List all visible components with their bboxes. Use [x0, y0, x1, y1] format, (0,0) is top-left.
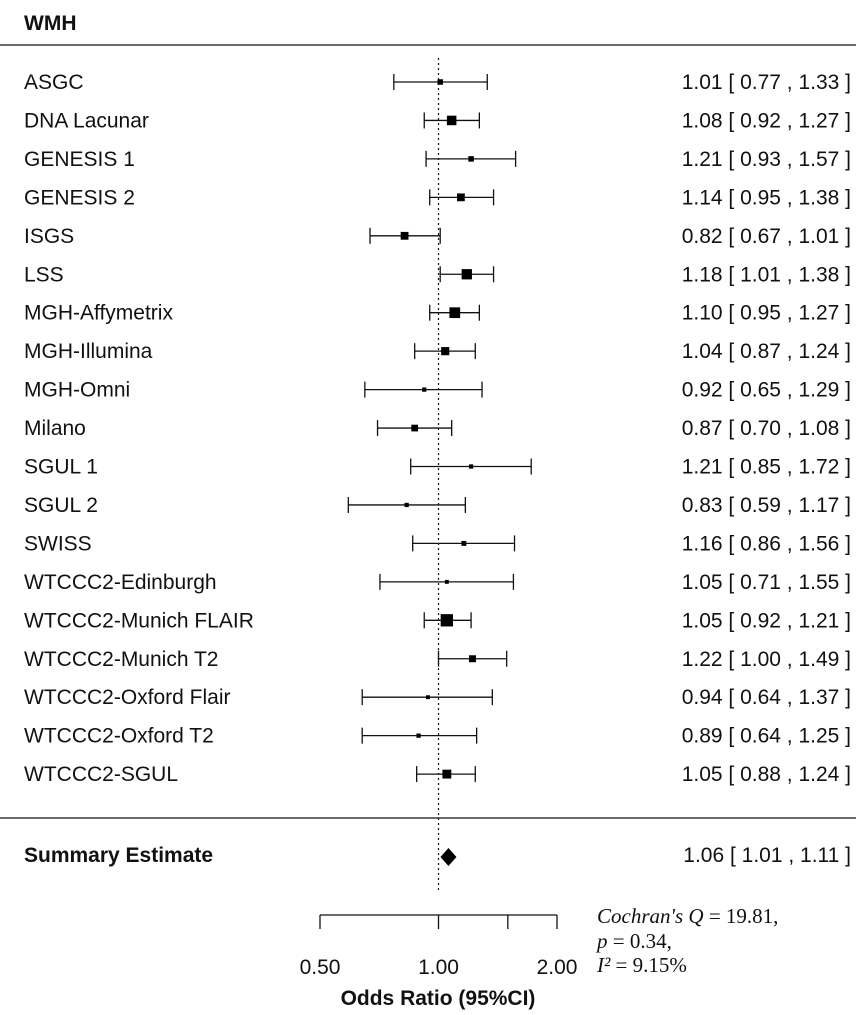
- point-estimate-square: [422, 387, 427, 392]
- point-estimate-square: [441, 347, 450, 356]
- study-label: MGH-Affymetrix: [24, 302, 173, 325]
- p-value-line: p = 0.34,: [595, 929, 672, 953]
- study-row: DNA Lacunar 1.08 [ 0.92 , 1.27 ]: [24, 109, 851, 132]
- study-row: WTCCC2-Munich FLAIR 1.05 [ 0.92 , 1.21 ]: [24, 609, 851, 632]
- ci-text: 0.82 [ 0.67 , 1.01 ]: [682, 225, 851, 248]
- ci-text: 1.16 [ 0.86 , 1.56 ]: [682, 532, 851, 555]
- study-label: WTCCC2-Oxford Flair: [24, 686, 231, 709]
- x-tick-label: 2.00: [537, 956, 578, 979]
- study-row: MGH-Illumina 1.04 [ 0.87 , 1.24 ]: [24, 340, 851, 363]
- cochran-q-value: = 19.81,: [709, 904, 779, 928]
- point-estimate-square: [461, 540, 467, 546]
- study-label: SGUL 1: [24, 456, 98, 479]
- point-estimate-square: [425, 695, 430, 700]
- ci-text: 1.18 [ 1.01 , 1.38 ]: [682, 263, 851, 286]
- ci-text: 1.04 [ 0.87 , 1.24 ]: [682, 340, 851, 363]
- ci-text: 1.21 [ 0.85 , 1.72 ]: [682, 456, 851, 479]
- i2-label: I²: [596, 953, 611, 977]
- point-estimate-square: [440, 614, 453, 627]
- summary-row: Summary Estimate 1.06 [ 1.01 , 1.11 ]: [24, 844, 851, 867]
- study-row: WTCCC2-Edinburgh 1.05 [ 0.71 , 1.55 ]: [24, 571, 851, 594]
- cochran-q-label: Cochran's Q: [597, 904, 704, 928]
- point-estimate-square: [457, 193, 465, 202]
- ci-text: 0.89 [ 0.64 , 1.25 ]: [682, 725, 851, 748]
- point-estimate-square: [411, 424, 419, 432]
- i2-value: = 9.15%: [616, 953, 687, 977]
- study-row: LSS 1.18 [ 1.01 , 1.38 ]: [24, 263, 851, 286]
- chart-title: WMH: [24, 12, 76, 35]
- study-row: WTCCC2-Munich T2 1.22 [ 1.00 , 1.49 ]: [24, 648, 851, 671]
- study-label: DNA Lacunar: [24, 109, 149, 132]
- study-label: ISGS: [24, 225, 74, 248]
- study-label: SWISS: [24, 532, 92, 555]
- point-estimate-square: [446, 115, 457, 126]
- point-estimate-square: [437, 79, 443, 85]
- study-row: SGUL 1 1.21 [ 0.85 , 1.72 ]: [24, 456, 851, 479]
- p-value: = 0.34,: [613, 929, 672, 953]
- study-row: WTCCC2-SGUL 1.05 [ 0.88 , 1.24 ]: [24, 763, 851, 786]
- heterogeneity-stats: Cochran's Q = 19.81, p = 0.34, I² = 9.15…: [595, 904, 778, 977]
- p-label: p: [595, 929, 608, 953]
- i2-line: I² = 9.15%: [596, 953, 687, 977]
- study-label: GENESIS 1: [24, 148, 135, 171]
- ci-text: 1.14 [ 0.95 , 1.38 ]: [682, 186, 851, 209]
- study-row: SWISS 1.16 [ 0.86 , 1.56 ]: [24, 532, 851, 555]
- point-estimate-square: [461, 269, 472, 280]
- study-label: SGUL 2: [24, 494, 98, 517]
- study-row: GENESIS 2 1.14 [ 0.95 , 1.38 ]: [24, 186, 851, 209]
- ci-text: 1.08 [ 0.92 , 1.27 ]: [682, 109, 851, 132]
- point-estimate-square: [468, 464, 474, 469]
- summary-label: Summary Estimate: [24, 844, 213, 867]
- point-estimate-square: [449, 307, 461, 319]
- study-row: WTCCC2-Oxford Flair 0.94 [ 0.64 , 1.37 ]: [24, 686, 851, 709]
- ci-text: 1.10 [ 0.95 , 1.27 ]: [682, 302, 851, 325]
- study-row: GENESIS 1 1.21 [ 0.93 , 1.57 ]: [24, 148, 851, 171]
- study-row: Milano 0.87 [ 0.70 , 1.08 ]: [24, 417, 851, 440]
- ci-text: 1.21 [ 0.93 , 1.57 ]: [682, 148, 851, 171]
- point-estimate-square: [416, 733, 421, 738]
- study-label: ASGC: [24, 71, 84, 94]
- study-label: WTCCC2-SGUL: [24, 763, 178, 786]
- study-label: WTCCC2-Oxford T2: [24, 725, 214, 748]
- summary-ci-text: 1.06 [ 1.01 , 1.11 ]: [683, 844, 851, 867]
- point-estimate-square: [468, 156, 474, 162]
- study-row: MGH-Affymetrix 1.10 [ 0.95 , 1.27 ]: [24, 302, 851, 325]
- x-axis-label: Odds Ratio (95%CI): [341, 987, 536, 1010]
- study-row: ASGC 1.01 [ 0.77 , 1.33 ]: [24, 71, 851, 94]
- study-row: WTCCC2-Oxford T2 0.89 [ 0.64 , 1.25 ]: [24, 725, 851, 748]
- ci-text: 0.83 [ 0.59 , 1.17 ]: [682, 494, 851, 517]
- study-rows: ASGC 1.01 [ 0.77 , 1.33 ] DNA Lacunar 1.08 …: [24, 71, 851, 786]
- ci-text: 1.05 [ 0.92 , 1.21 ]: [682, 609, 851, 632]
- ci-text: 1.01 [ 0.77 , 1.33 ]: [682, 71, 851, 94]
- study-label: WTCCC2-Munich T2: [24, 648, 218, 671]
- study-row: MGH-Omni 0.92 [ 0.65 , 1.29 ]: [24, 379, 851, 402]
- study-label: WTCCC2-Munich FLAIR: [24, 609, 254, 632]
- ci-text: 1.05 [ 0.88 , 1.24 ]: [682, 763, 851, 786]
- x-axis: 0.50 1.00 2.00: [300, 914, 578, 979]
- study-label: LSS: [24, 263, 64, 286]
- ci-text: 0.94 [ 0.64 , 1.37 ]: [682, 686, 851, 709]
- summary-diamond: [440, 848, 457, 866]
- study-row: ISGS 0.82 [ 0.67 , 1.01 ]: [24, 225, 851, 248]
- study-label: MGH-Omni: [24, 379, 130, 402]
- point-estimate-square: [444, 579, 449, 584]
- point-estimate-square: [404, 502, 409, 508]
- ci-text: 1.05 [ 0.71 , 1.55 ]: [682, 571, 851, 594]
- ci-text: 1.22 [ 1.00 , 1.49 ]: [682, 648, 851, 671]
- x-tick-label: 0.50: [300, 956, 341, 979]
- study-label: MGH-Illumina: [24, 340, 153, 363]
- study-label: GENESIS 2: [24, 186, 135, 209]
- point-estimate-square: [442, 769, 452, 779]
- ci-text: 0.92 [ 0.65 , 1.29 ]: [682, 379, 851, 402]
- cochran-q-line: Cochran's Q = 19.81,: [597, 904, 778, 928]
- study-row: SGUL 2 0.83 [ 0.59 , 1.17 ]: [24, 494, 851, 517]
- point-estimate-square: [400, 231, 409, 240]
- study-label: WTCCC2-Edinburgh: [24, 571, 217, 594]
- point-estimate-square: [469, 655, 476, 663]
- x-tick-label: 1.00: [418, 956, 459, 979]
- ci-text: 0.87 [ 0.70 , 1.08 ]: [682, 417, 851, 440]
- study-label: Milano: [24, 417, 86, 440]
